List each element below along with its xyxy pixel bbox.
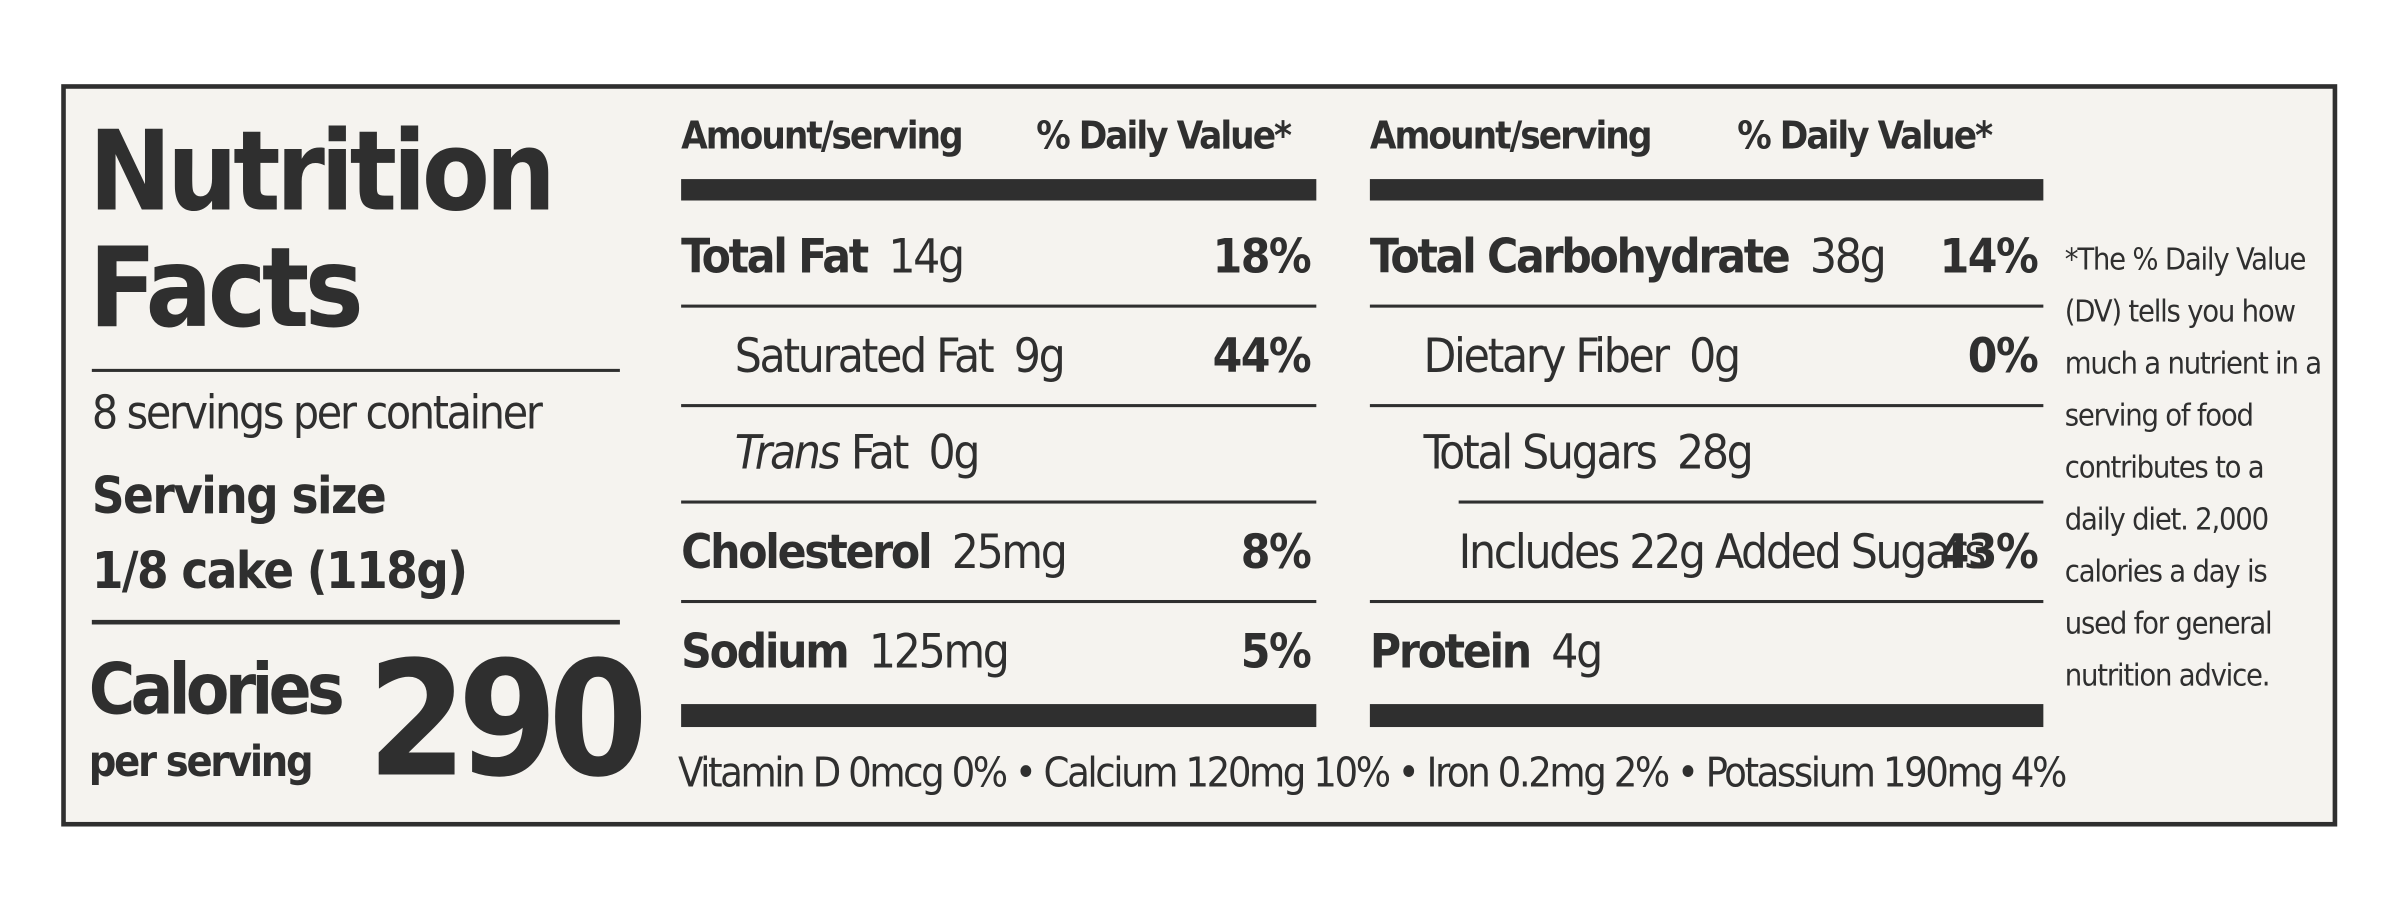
row-amount: 125mg bbox=[868, 624, 1010, 680]
row: Trans Fat 0g bbox=[735, 429, 981, 477]
calories-value: 290 bbox=[367, 626, 648, 813]
row-amount: 0g bbox=[928, 425, 980, 481]
row: Total Sugars 28g bbox=[1423, 429, 1753, 477]
row-dv: 8% bbox=[1240, 524, 1312, 581]
divider bbox=[91, 368, 620, 372]
header-dv: % Daily Value* bbox=[1737, 113, 1993, 158]
row-dv: 0% bbox=[1967, 329, 2039, 385]
row-dv: 44% bbox=[1212, 329, 1312, 385]
row-amount: 38g bbox=[1809, 229, 1887, 285]
row-rule bbox=[681, 500, 1317, 504]
row-name: Dietary Fiber bbox=[1423, 329, 1670, 385]
row: Protein 4g bbox=[1370, 628, 1603, 676]
title: Nutrition Facts bbox=[88, 107, 556, 353]
row-name: Sodium bbox=[681, 624, 850, 680]
header-dv: % Daily Value* bbox=[1036, 113, 1292, 158]
row: Cholesterol 25mg bbox=[681, 529, 1068, 577]
row-rule bbox=[1458, 500, 2044, 504]
bullet: • bbox=[1014, 749, 1037, 798]
row: Total Carbohydrate 38g bbox=[1370, 233, 1887, 281]
row-name-italic: Trans bbox=[734, 425, 841, 481]
row-name: Total Fat bbox=[681, 229, 869, 285]
row-amount: 25mg bbox=[951, 524, 1068, 581]
nutrition-label bbox=[61, 84, 2338, 827]
vitamins: Vitamin D 0mcg 0% • Calcium 120mg 10% • Iron… bbox=[678, 749, 2068, 798]
servings: 8 servings per container bbox=[91, 387, 543, 441]
serving-size-label: Serving size bbox=[91, 465, 387, 525]
bullet: • bbox=[1676, 749, 1699, 798]
row-name: Protein bbox=[1369, 624, 1532, 680]
row-name: Saturated Fat bbox=[734, 329, 995, 385]
row-rule bbox=[681, 304, 1317, 308]
divider bbox=[91, 619, 620, 625]
row-dv: 43% bbox=[1939, 524, 2039, 581]
row-amount: 28g bbox=[1676, 425, 1754, 481]
row: Saturated Fat 9g bbox=[735, 333, 1066, 381]
row-dv: 5% bbox=[1240, 624, 1312, 680]
row-name: Total Sugars bbox=[1423, 425, 1657, 481]
thick-bar bbox=[681, 704, 1317, 728]
vitamin: Vitamin D 0mcg 0% bbox=[678, 749, 1008, 798]
row-name: Includes 22g Added Sugars bbox=[1458, 524, 1987, 581]
header-amount: Amount/serving bbox=[1369, 113, 1653, 158]
vitamin: Iron 0.2mg 2% bbox=[1426, 749, 1670, 798]
thick-bar bbox=[681, 179, 1317, 201]
vitamin: Calcium 120mg 10% bbox=[1043, 749, 1392, 798]
thick-bar bbox=[1369, 179, 2044, 201]
row-rule bbox=[1369, 599, 2044, 604]
row: Total Fat 14g bbox=[681, 233, 965, 281]
row-name: Total Carbohydrate bbox=[1369, 229, 1791, 285]
serving-size-value: 1/8 cake (118g) bbox=[91, 540, 468, 600]
row-dv: 14% bbox=[1939, 229, 2039, 285]
vitamin: Potassium 190mg 4% bbox=[1705, 749, 2068, 798]
row-rule bbox=[1369, 404, 2044, 408]
row-rule bbox=[681, 404, 1317, 408]
row-dv: 18% bbox=[1212, 229, 1312, 285]
row-rule bbox=[681, 599, 1317, 604]
row-amount: 9g bbox=[1013, 329, 1066, 385]
row-amount: 0g bbox=[1689, 329, 1741, 385]
row: Sodium 125mg bbox=[681, 628, 1010, 676]
row-rule bbox=[1369, 304, 2044, 308]
bullet: • bbox=[1397, 749, 1420, 798]
row: Dietary Fiber 0g bbox=[1423, 333, 1741, 381]
row-amount: 4g bbox=[1551, 624, 1603, 680]
row-amount: 14g bbox=[888, 229, 965, 285]
row: Includes 22g Added Sugars bbox=[1459, 529, 2006, 577]
row-name: Fat bbox=[850, 425, 909, 481]
calories-label: Calories bbox=[88, 647, 345, 731]
row-name: Cholesterol bbox=[681, 524, 932, 581]
thick-bar bbox=[1369, 704, 2044, 728]
header-amount: Amount/serving bbox=[681, 113, 964, 158]
calories-sublabel: per serving bbox=[88, 736, 314, 787]
footnote: *The % Daily Value (DV) tells you how mu… bbox=[2064, 240, 2322, 694]
